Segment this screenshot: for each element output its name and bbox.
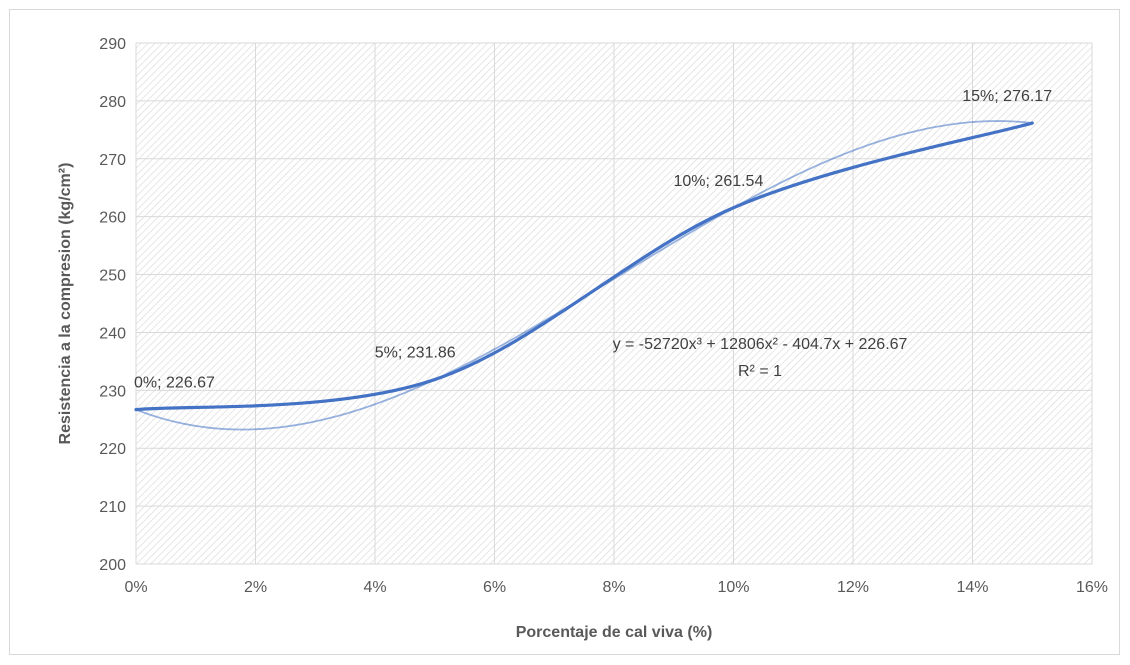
data-label: 10%; 261.54 bbox=[674, 173, 764, 190]
y-axis-title: Resistencia a la compresion (kg/cm²) bbox=[57, 163, 74, 445]
x-tick-label: 10% bbox=[717, 579, 749, 596]
y-tick-label: 280 bbox=[99, 94, 126, 111]
x-tick-label: 0% bbox=[124, 579, 147, 596]
y-tick-label: 260 bbox=[99, 210, 126, 227]
x-axis-ticks: 0% 2% 4% 6% 8% 10% 12% 14% 16% bbox=[124, 579, 1108, 596]
gridlines bbox=[135, 42, 1093, 565]
y-tick-label: 220 bbox=[99, 441, 126, 458]
data-label: 15%; 276.17 bbox=[962, 88, 1052, 105]
x-axis-title: Porcentaje de cal viva (%) bbox=[516, 624, 713, 641]
data-label: 0%; 226.67 bbox=[134, 375, 215, 392]
y-tick-label: 210 bbox=[99, 499, 126, 516]
trendline-equation: y = -52720x³ + 12806x² - 404.7x + 226.67 bbox=[613, 336, 908, 353]
x-tick-label: 4% bbox=[363, 579, 386, 596]
x-tick-label: 12% bbox=[837, 579, 869, 596]
y-tick-label: 270 bbox=[99, 152, 126, 169]
y-tick-label: 290 bbox=[99, 36, 126, 53]
data-label: 5%; 231.86 bbox=[375, 345, 456, 362]
y-tick-label: 230 bbox=[99, 383, 126, 400]
y-tick-label: 240 bbox=[99, 325, 126, 342]
trendline-r-squared: R² = 1 bbox=[738, 363, 782, 380]
x-tick-label: 14% bbox=[956, 579, 988, 596]
series-line bbox=[134, 121, 1034, 412]
data-labels: 0%; 226.67 5%; 231.86 10%; 261.54 15%; 276.… bbox=[134, 88, 1052, 392]
y-tick-label: 200 bbox=[99, 557, 126, 574]
x-tick-label: 8% bbox=[602, 579, 625, 596]
x-tick-label: 6% bbox=[483, 579, 506, 596]
y-axis-ticks: 200 210 220 230 240 250 260 270 280 290 bbox=[99, 36, 126, 574]
y-tick-label: 250 bbox=[99, 268, 126, 285]
x-tick-label: 2% bbox=[244, 579, 267, 596]
x-tick-label: 16% bbox=[1076, 579, 1108, 596]
